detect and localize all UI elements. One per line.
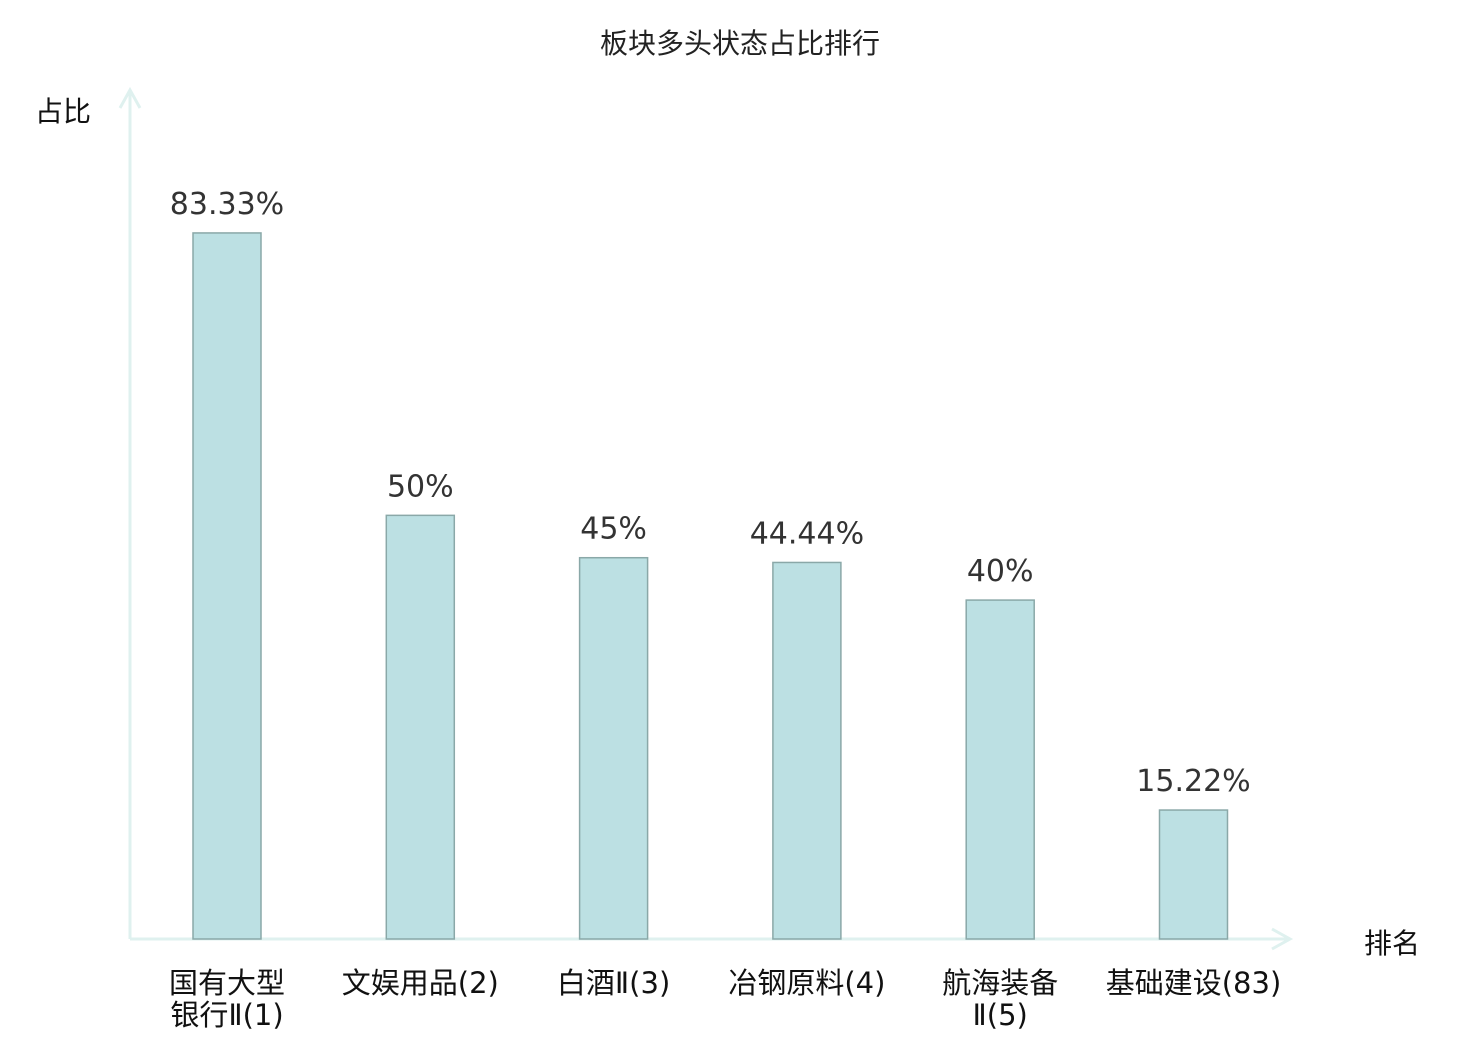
data-label: 50% <box>387 469 454 504</box>
x-axis-arrow-icon <box>1271 927 1294 951</box>
y-axis-arrow-icon <box>118 86 142 109</box>
bar <box>965 599 1035 940</box>
data-label: 15.22% <box>1136 764 1250 799</box>
x-tick-label: 银行Ⅱ(1) <box>170 998 283 1032</box>
x-tick-label: 基础建设(83) <box>1106 966 1282 1000</box>
x-tick-label: 国有大型 <box>169 966 285 1000</box>
data-label: 40% <box>967 554 1034 589</box>
bar <box>772 561 842 940</box>
x-tick-label: 冶钢原料(4) <box>728 966 885 1000</box>
y-axis-label: 占比 <box>35 95 91 128</box>
bar <box>578 556 649 940</box>
chart-title: 板块多头状态占比排行 <box>600 27 880 60</box>
bar <box>1158 809 1229 940</box>
bar <box>192 232 262 940</box>
x-axis-label: 排名 <box>1364 927 1420 960</box>
data-label: 45% <box>580 512 647 547</box>
x-tick-label: 文娱用品(2) <box>342 966 499 1000</box>
data-label: 83.33% <box>170 187 284 222</box>
data-label: 44.44% <box>750 516 864 551</box>
bar <box>385 514 456 940</box>
x-tick-label: 白酒Ⅱ(3) <box>557 966 670 1000</box>
x-tick-label: Ⅱ(5) <box>973 998 1028 1032</box>
x-tick-label: 航海装备 <box>942 966 1058 1000</box>
